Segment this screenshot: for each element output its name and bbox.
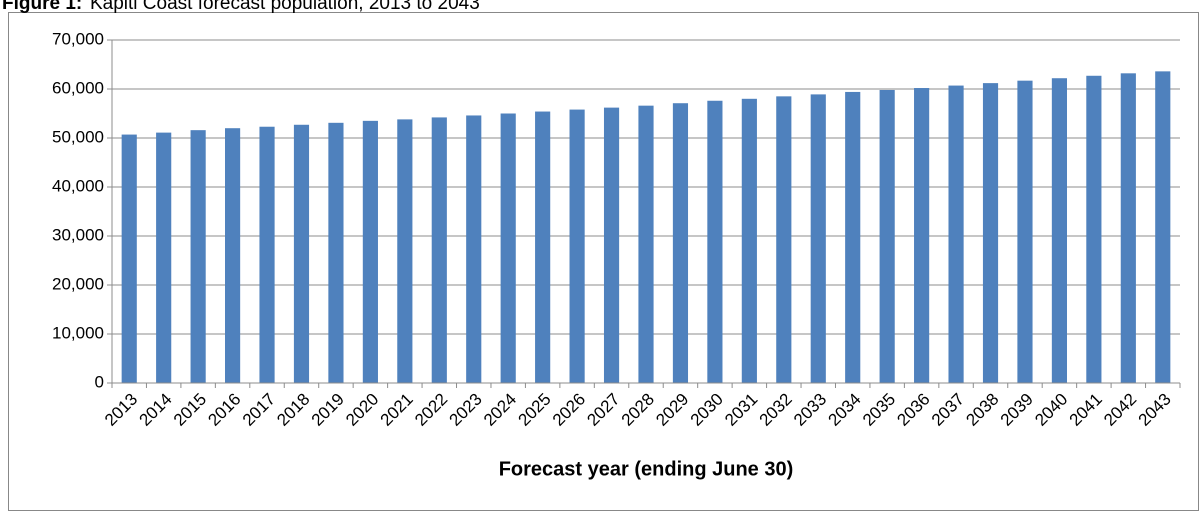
- bar: [638, 105, 654, 383]
- y-tick-label: 0: [95, 372, 104, 391]
- bar: [190, 130, 206, 383]
- bar: [741, 98, 757, 384]
- bar: [328, 122, 344, 383]
- bar: [1086, 75, 1102, 384]
- bar: [362, 120, 378, 383]
- bar: [982, 83, 999, 384]
- bar: [603, 107, 620, 384]
- bar: [466, 115, 482, 384]
- bar: [397, 119, 413, 383]
- bar: [1155, 71, 1171, 384]
- bar: [535, 111, 551, 383]
- bar: [776, 96, 792, 383]
- bar: [948, 85, 964, 383]
- bar: [914, 88, 930, 384]
- bar: [707, 100, 723, 383]
- x-axis-title: Forecast year (ending June 30): [499, 458, 794, 480]
- y-tick-label: 20,000: [52, 274, 104, 293]
- bar: [569, 109, 585, 383]
- bar: [225, 128, 241, 383]
- bar: [672, 103, 689, 384]
- y-tick-label: 30,000: [52, 225, 104, 244]
- chart-title: Kapiti Coast forecast population, 2013 t…: [90, 0, 480, 14]
- bar: [879, 89, 895, 383]
- title-label: Figure 1:: [2, 0, 82, 14]
- bar: [1051, 78, 1067, 383]
- bar: [121, 134, 137, 383]
- y-tick-label: 40,000: [52, 176, 104, 195]
- bar: [156, 132, 172, 383]
- bar: [845, 91, 861, 383]
- y-tick-label: 10,000: [52, 323, 104, 342]
- bar: [431, 117, 447, 384]
- chart-frame: [8, 12, 1199, 511]
- y-tick-label: 70,000: [52, 29, 104, 48]
- bar: [1017, 80, 1033, 384]
- y-tick-label: 60,000: [52, 78, 104, 97]
- bar: [1120, 73, 1136, 383]
- bar: [500, 113, 516, 383]
- bar: [293, 124, 310, 384]
- bar: [810, 94, 826, 383]
- y-tick-label: 50,000: [52, 127, 104, 146]
- bar: [259, 126, 275, 383]
